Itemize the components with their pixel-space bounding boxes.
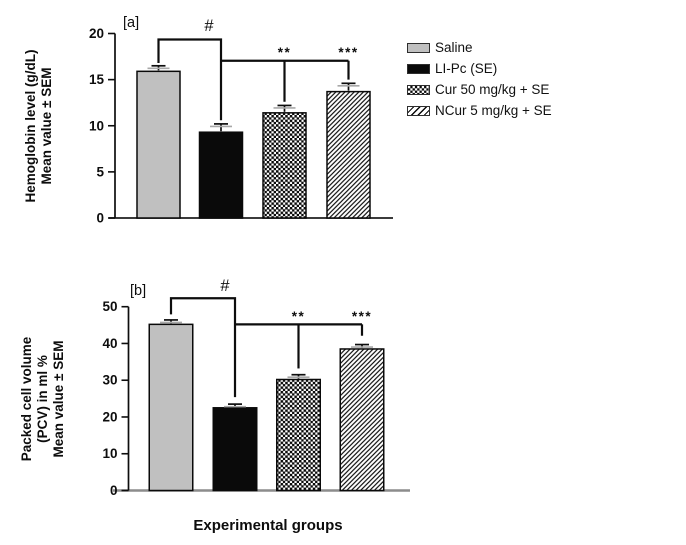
y-tick-label: 0 [96, 211, 104, 226]
y-tick-label: 0 [110, 483, 118, 498]
legend-item: Saline [407, 37, 552, 58]
y-axis-title-line: (PCV) in ml % [35, 355, 50, 443]
sig-label-hash: # [204, 17, 214, 35]
sig-label-hash: # [220, 277, 230, 295]
checker-swatch-icon [407, 84, 430, 95]
y-tick-label: 30 [102, 373, 117, 388]
y-axis-title-line: Packed cell volume [19, 336, 34, 461]
bar-b-cur-50-mg-kg-se [276, 378, 321, 492]
chart-b-packed-cell-volume: 0 10 20 30 40 50 Packed cell volume (PCV) in ml… [19, 277, 410, 534]
bar-b-li-pc-se [212, 407, 258, 492]
sig-label-stars: *** [338, 45, 358, 60]
panel-label: [a] [123, 15, 139, 31]
solid-black-swatch-icon [407, 63, 430, 74]
legend: Saline LI-Pc (SE) Cur 50 mg/kg + SE NCur… [407, 37, 552, 121]
panel-label: [b] [130, 283, 146, 299]
sig-label-stars: ** [292, 309, 306, 324]
y-tick-label: 10 [102, 446, 117, 461]
bar-b-ncur-5-mg-kg-se [339, 348, 385, 492]
legend-item-label: Cur 50 mg/kg + SE [435, 81, 550, 97]
legend-item-label: NCur 5 mg/kg + SE [435, 102, 552, 118]
bar-a-li-pc-se [198, 131, 244, 219]
sig-label-stars: ** [278, 45, 292, 60]
y-tick-label: 40 [102, 336, 117, 351]
legend-item: Cur 50 mg/kg + SE [407, 79, 552, 100]
bar-b-saline [148, 323, 194, 492]
legend-item-label: Saline [435, 39, 473, 55]
chart-a-hemoglobin: 0 5 10 15 20 Hemoglobin level (g/dL) Mean valu… [23, 15, 393, 226]
sig-label-stars: *** [352, 309, 372, 324]
solid-gray-swatch-icon [407, 42, 430, 53]
legend-item: LI-Pc (SE) [407, 58, 552, 79]
y-tick-label: 50 [102, 299, 117, 314]
y-axis-title-line: Mean value ± SEM [51, 341, 66, 458]
y-tick-label: 20 [102, 409, 117, 424]
diagonal-hatch-swatch-icon [407, 105, 430, 116]
legend-item-label: LI-Pc (SE) [435, 60, 498, 76]
bar-a-ncur-5-mg-kg-se [326, 90, 371, 219]
y-axis-title-line: Hemoglobin level (g/dL) [23, 49, 38, 202]
x-axis-title: Experimental groups [193, 517, 342, 534]
bar-a-cur-50-mg-kg-se [262, 112, 307, 219]
sig-bracket [157, 38, 223, 121]
y-tick-label: 15 [89, 72, 105, 87]
y-tick-label: 10 [89, 118, 104, 133]
y-tick-label: 5 [96, 164, 104, 179]
sig-bracket [169, 297, 237, 398]
legend-item: NCur 5 mg/kg + SE [407, 100, 552, 121]
y-tick-label: 20 [89, 26, 104, 41]
bar-a-saline [136, 70, 181, 219]
y-axis-title-line: Mean value ± SEM [39, 68, 54, 185]
